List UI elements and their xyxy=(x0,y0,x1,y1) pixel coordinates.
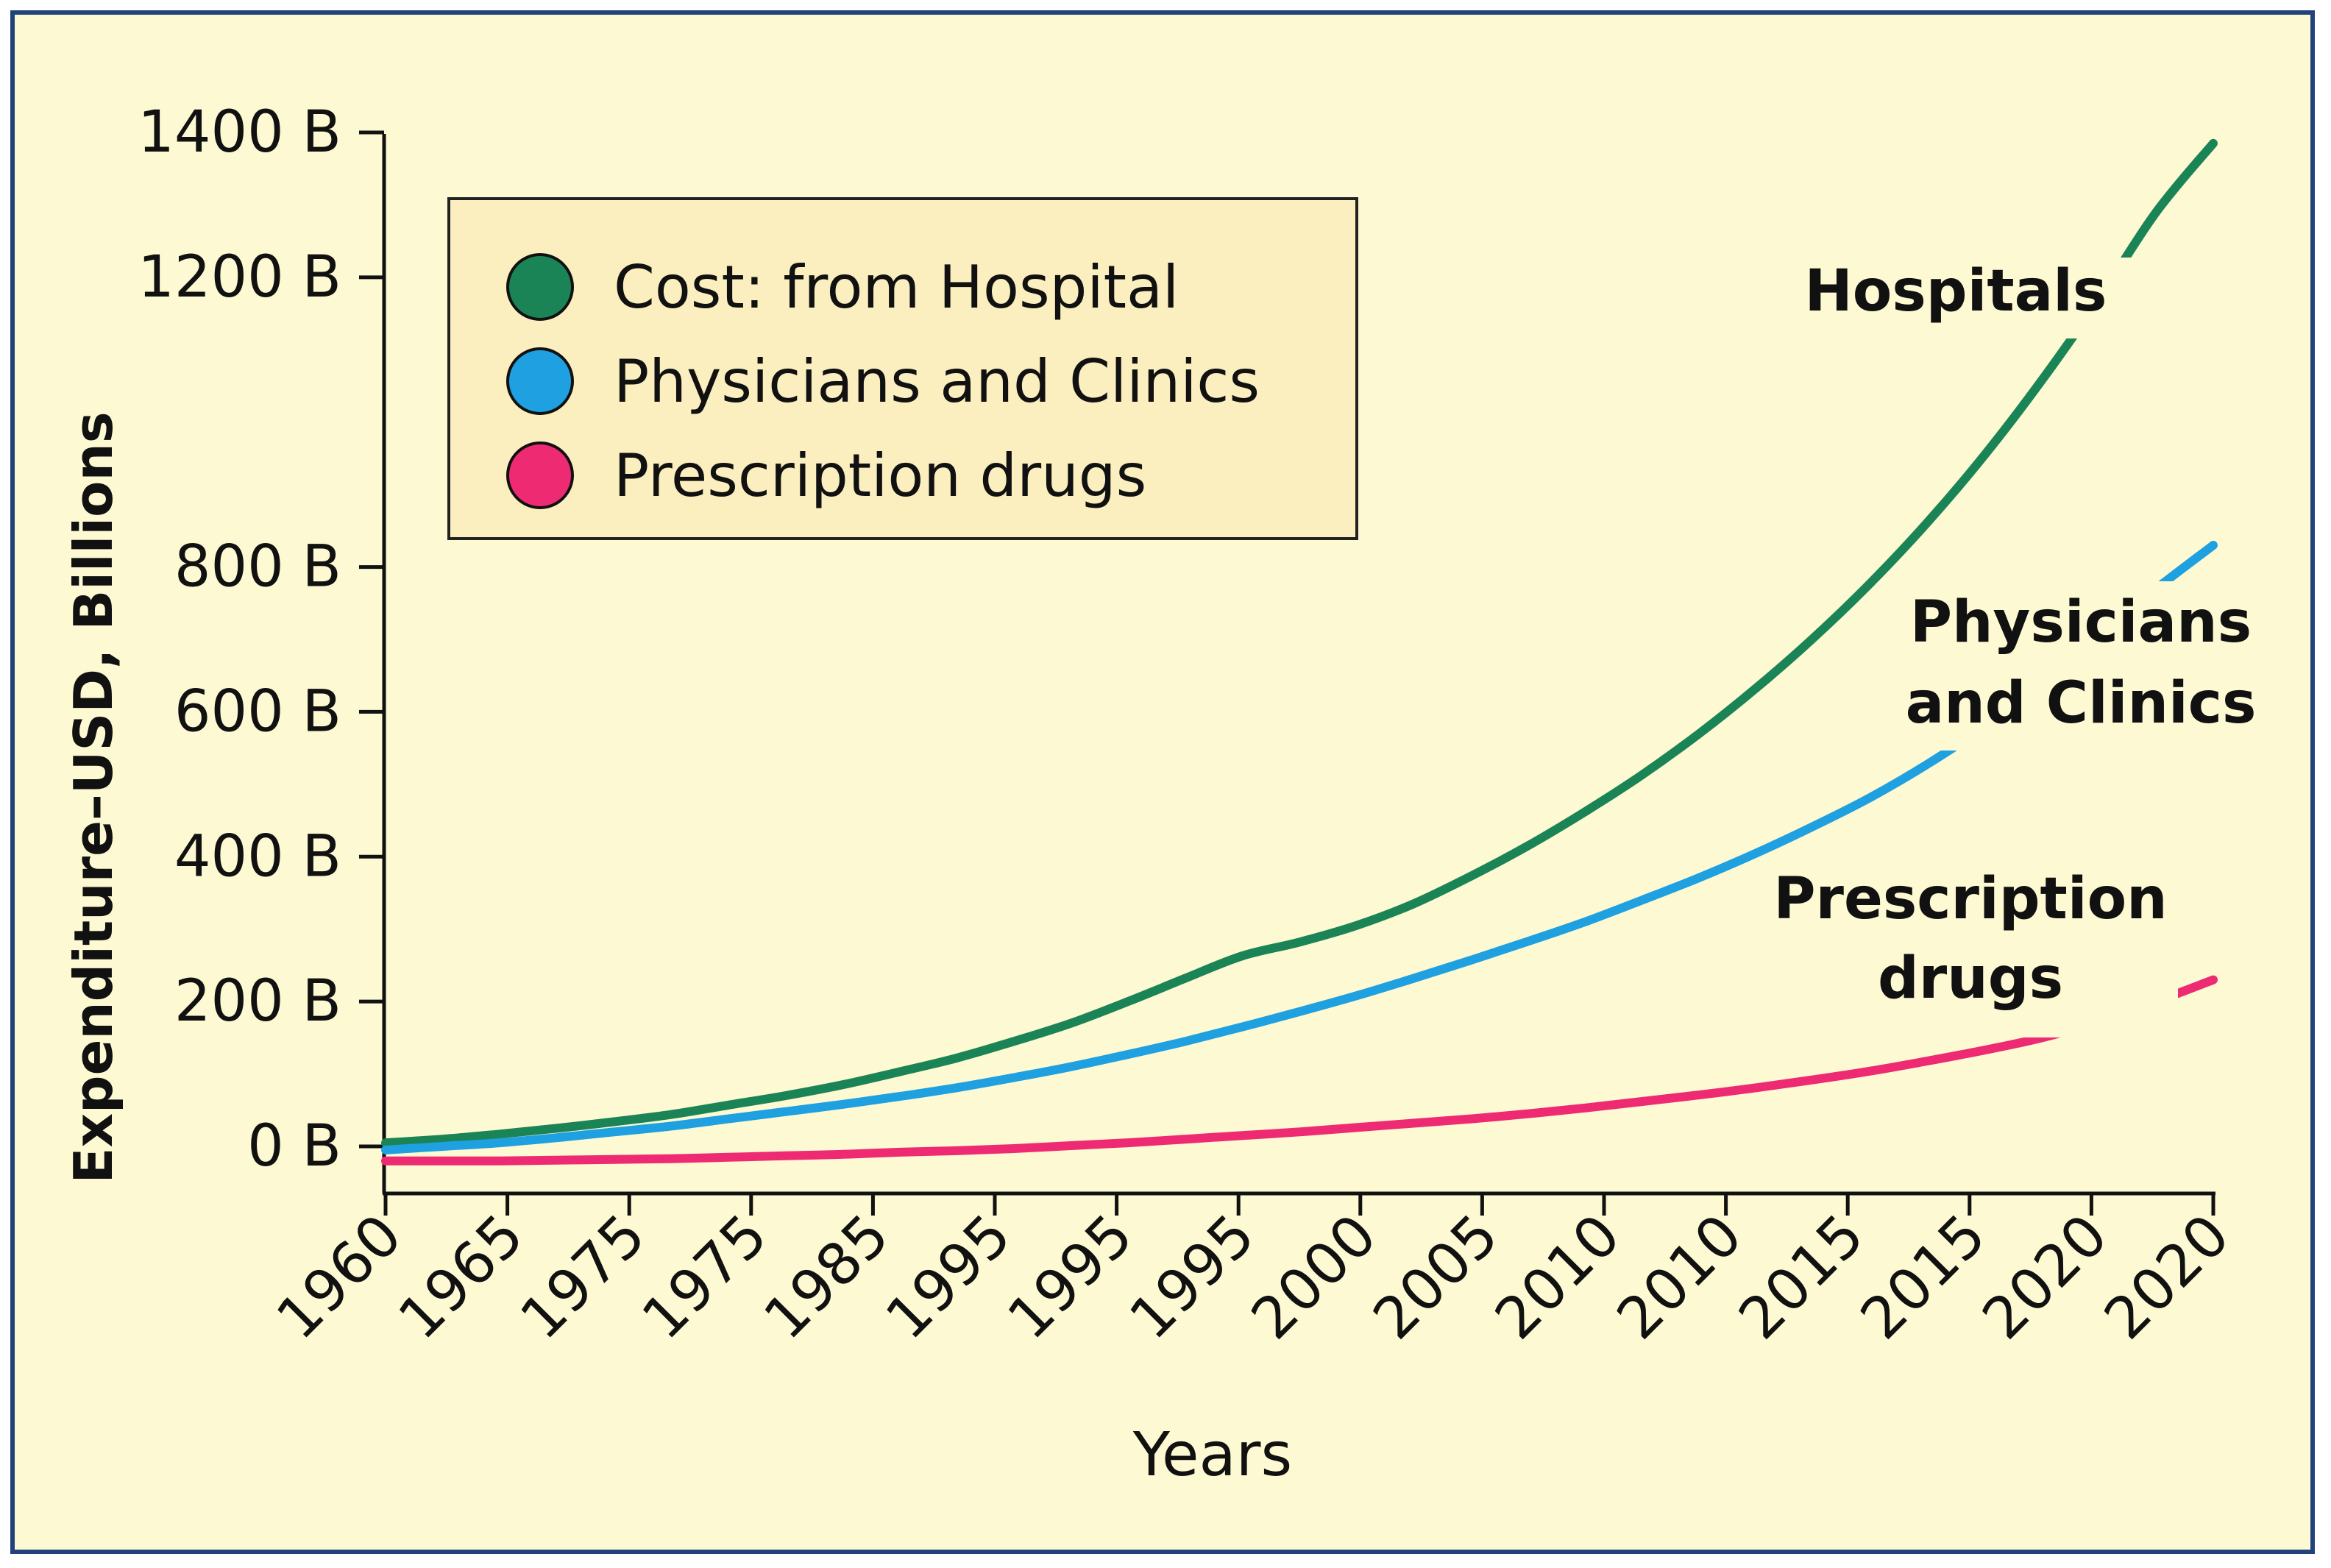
x-tick-label: 2015 xyxy=(1727,1202,1877,1352)
series-label-backdrop xyxy=(1898,581,2266,751)
series-end-label: and Clinics xyxy=(1906,670,2257,737)
series-line-physicians-and-clinics xyxy=(381,541,2218,1154)
legend-label: Cost: from Hospital xyxy=(614,253,1179,322)
y-tick-label: 0 B xyxy=(247,1113,341,1179)
x-tick-label: 2005 xyxy=(1361,1202,1511,1352)
x-tick-label: 2020 xyxy=(2092,1202,2242,1352)
x-tick-label: 1995 xyxy=(996,1202,1146,1352)
x-tick-label: 1960 xyxy=(264,1202,414,1352)
x-tick-label: 1985 xyxy=(752,1202,902,1352)
legend-box xyxy=(447,197,1358,540)
x-tick-label: 2010 xyxy=(1605,1202,1755,1352)
y-tick-label: 1400 B xyxy=(138,99,341,166)
line-chart: 0 B 200 B 400 B 600 B 800 B 1200 B 1400 B 1960… xyxy=(63,99,2266,1490)
y-axis-title: Expenditure–USD, Billions xyxy=(63,411,124,1183)
x-tick-label: 1995 xyxy=(873,1202,1023,1352)
legend-label: Physicians and Clinics xyxy=(614,347,1260,416)
legend-swatch xyxy=(506,441,574,509)
x-tick-label: 1975 xyxy=(508,1202,659,1352)
series-end-labels: Hospitals Physicians and Clinics Prescripti… xyxy=(1773,258,2266,1037)
x-tick-label: 1965 xyxy=(386,1202,536,1352)
legend-label: Prescription drugs xyxy=(614,441,1146,510)
y-tick-label: 400 B xyxy=(174,823,341,890)
x-tick-label: 2000 xyxy=(1239,1202,1389,1352)
series-line-prescription-drugs xyxy=(381,975,2218,1166)
x-axis-ticks: 1960196519751975198519951995199520002005… xyxy=(264,1193,2242,1352)
legend: Cost: from Hospital Physicians and Clinic… xyxy=(447,197,1358,540)
y-tick-label: 200 B xyxy=(174,968,341,1035)
series-line-cost-from-hospital xyxy=(381,138,2218,1148)
x-tick-label: 1975 xyxy=(630,1202,780,1352)
series-end-label: drugs xyxy=(1878,946,2063,1012)
series-end-label: Prescription xyxy=(1773,866,2167,932)
y-tick-label: 600 B xyxy=(174,678,341,745)
legend-swatch xyxy=(506,347,574,415)
series-lines xyxy=(381,138,2218,1166)
series-label-backdrop xyxy=(1803,258,2141,338)
chart-frame: 0 B 200 B 400 B 600 B 800 B 1200 B 1400 B 1960… xyxy=(10,10,2315,1554)
x-tick-label: 2010 xyxy=(1483,1202,1633,1352)
x-tick-label: 1995 xyxy=(1118,1202,1268,1352)
series-end-label: Hospitals xyxy=(1805,258,2107,324)
legend-swatch xyxy=(506,253,574,321)
series-label-backdrop xyxy=(1781,861,2178,1037)
x-tick-label: 2015 xyxy=(1848,1202,1998,1352)
x-axis-title: Years xyxy=(1132,1420,1292,1490)
y-tick-label: 800 B xyxy=(174,534,341,600)
x-tick-label: 2020 xyxy=(1970,1202,2121,1352)
y-axis-ticks: 0 B 200 B 400 B 600 B 800 B 1200 B 1400 B xyxy=(138,99,384,1179)
y-tick-label: 1200 B xyxy=(138,244,341,311)
series-end-label: Physicians xyxy=(1910,589,2252,656)
